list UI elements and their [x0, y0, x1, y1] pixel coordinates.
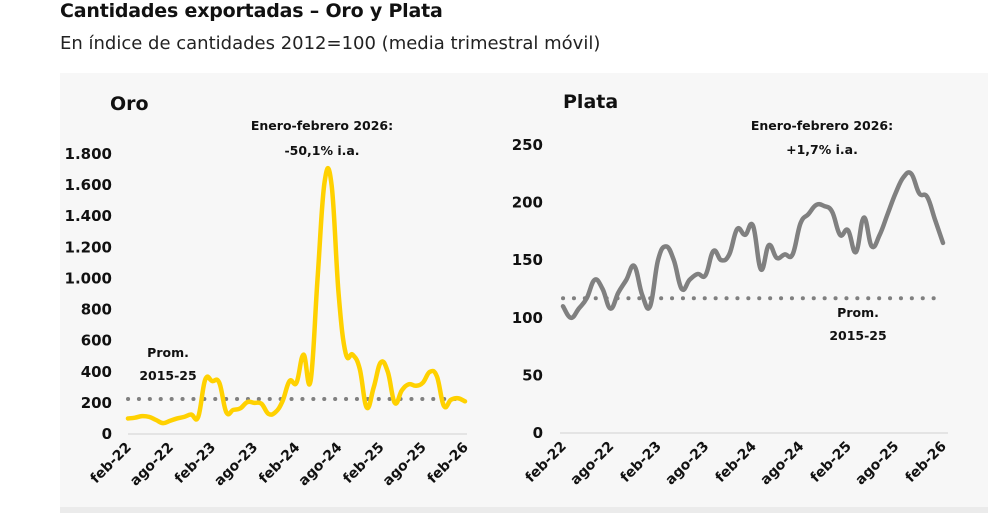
- oro-average-label-1: Prom.: [147, 345, 189, 360]
- plata-x-tick-label: feb-24: [713, 438, 760, 485]
- oro-y-tick-label: 1.800: [65, 145, 112, 163]
- oro-series-line: [125, 165, 468, 426]
- plata-x-tick-label: feb-26: [903, 439, 950, 486]
- oro-y-tick-label: 600: [81, 332, 112, 350]
- oro-chart-title: Oro: [110, 93, 149, 115]
- plata-y-tick-label: 50: [522, 366, 543, 384]
- plata-series-line: [560, 170, 946, 321]
- oro-chart: Oro Enero-febrero 2026: -50,1% i.a. 0 200…: [65, 93, 472, 489]
- plata-x-tick-label: ago-23: [663, 439, 713, 489]
- plata-x-tick-label: ago-22: [568, 439, 618, 489]
- plata-annotation-line2: +1,7% i.a.: [786, 142, 858, 157]
- oro-y-tick-label: 1.200: [65, 238, 112, 256]
- plata-y-tick-label: 100: [512, 309, 543, 327]
- plata-chart-title: Plata: [563, 91, 618, 113]
- plata-y-tick-label: 200: [512, 194, 543, 212]
- plata-y-tick-label: 0: [533, 424, 543, 442]
- oro-annotation-line1: Enero-febrero 2026:: [251, 118, 393, 133]
- oro-average-label-2: 2015-25: [139, 368, 196, 383]
- oro-x-tick-label: ago-22: [127, 440, 177, 490]
- oro-y-tick-label: 0: [102, 425, 112, 443]
- page-subtitle: En índice de cantidades 2012=100 (media …: [60, 33, 601, 54]
- oro-y-tick-label: 1.600: [65, 176, 112, 194]
- plata-average-label-1: Prom.: [837, 305, 879, 320]
- oro-x-tick-label: ago-23: [211, 440, 261, 490]
- plata-x-tick-label: feb-23: [618, 439, 665, 486]
- page-title: Cantidades exportadas – Oro y Plata: [60, 0, 443, 22]
- plata-x-tick-label: ago-25: [853, 439, 903, 489]
- oro-y-tick-label: 1.000: [65, 269, 112, 287]
- oro-y-tick-label: 200: [81, 394, 112, 412]
- oro-x-tick-label: feb-26: [425, 440, 472, 487]
- panel-footer-strip: [60, 507, 988, 513]
- oro-x-tick-label: ago-24: [296, 439, 346, 489]
- oro-x-tick-label: ago-25: [380, 440, 430, 490]
- plata-chart: Plata Enero-febrero 2026: +1,7% i.a. 0 50…: [512, 91, 950, 488]
- plata-x-tick-label: ago-24: [758, 438, 808, 488]
- plata-annotation-line1: Enero-febrero 2026:: [751, 118, 893, 133]
- plata-y-axis: 0 50 100 150 200 250: [512, 136, 543, 442]
- oro-x-axis: feb-22ago-22feb-23ago-23feb-24ago-24feb-…: [88, 439, 472, 489]
- oro-y-tick-label: 1.400: [65, 207, 112, 225]
- plata-y-tick-label: 150: [512, 251, 543, 269]
- oro-y-axis: 0 200 400 600 800 1.000 1.200 1.400 1.600 1.800: [65, 145, 112, 443]
- oro-annotation-line2: -50,1% i.a.: [284, 143, 359, 158]
- plata-y-tick-label: 250: [512, 136, 543, 154]
- plata-x-tick-label: feb-22: [523, 439, 570, 486]
- oro-y-tick-label: 400: [81, 363, 112, 381]
- plata-average-label-2: 2015-25: [829, 328, 886, 343]
- oro-y-tick-label: 800: [81, 301, 112, 319]
- plata-x-tick-label: feb-25: [808, 439, 855, 486]
